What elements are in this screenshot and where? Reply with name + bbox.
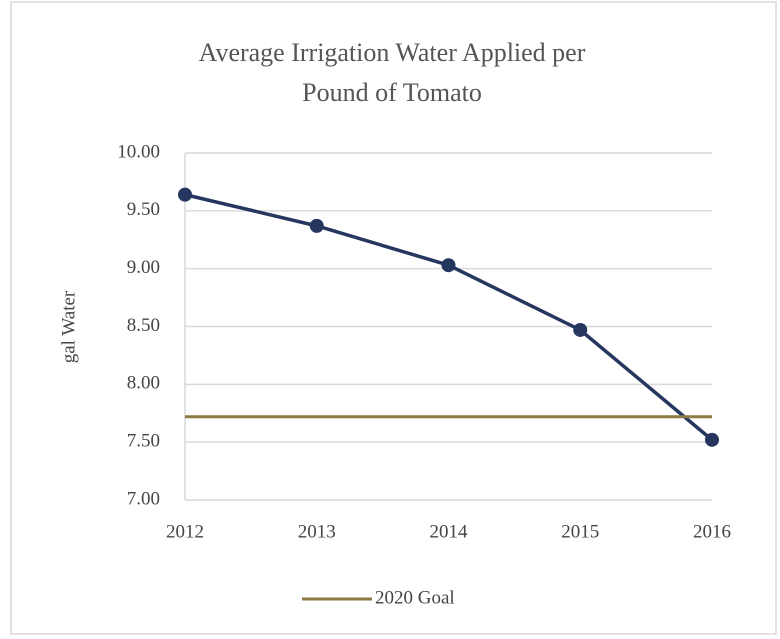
- legend-label: 2020 Goal: [375, 587, 455, 608]
- point: [309, 218, 324, 233]
- y-axis-label: gal Water: [58, 290, 79, 363]
- chart-title: Pound of Tomato: [302, 78, 482, 107]
- x-tick-label: 2013: [298, 521, 336, 542]
- point: [178, 187, 192, 202]
- point: [705, 432, 719, 447]
- y-tick-label: 9.00: [127, 257, 160, 278]
- y-tick-label: 10.00: [117, 141, 160, 162]
- x-tick-label: 2016: [693, 521, 731, 542]
- x-tick-label: 2014: [430, 521, 469, 542]
- y-tick-label: 7.00: [127, 488, 160, 509]
- y-tick-label: 7.50: [127, 431, 160, 452]
- chart-title: Average Irrigation Water Applied per: [199, 38, 586, 67]
- y-tick-label: 8.00: [127, 373, 160, 394]
- y-tick-label: 8.50: [127, 315, 160, 336]
- point: [441, 258, 456, 273]
- x-tick-label: 2012: [166, 521, 204, 542]
- x-tick-label: 2015: [561, 521, 599, 542]
- chart-frame: [10, 1, 777, 635]
- point: [573, 322, 588, 337]
- y-tick-label: 9.50: [127, 199, 160, 220]
